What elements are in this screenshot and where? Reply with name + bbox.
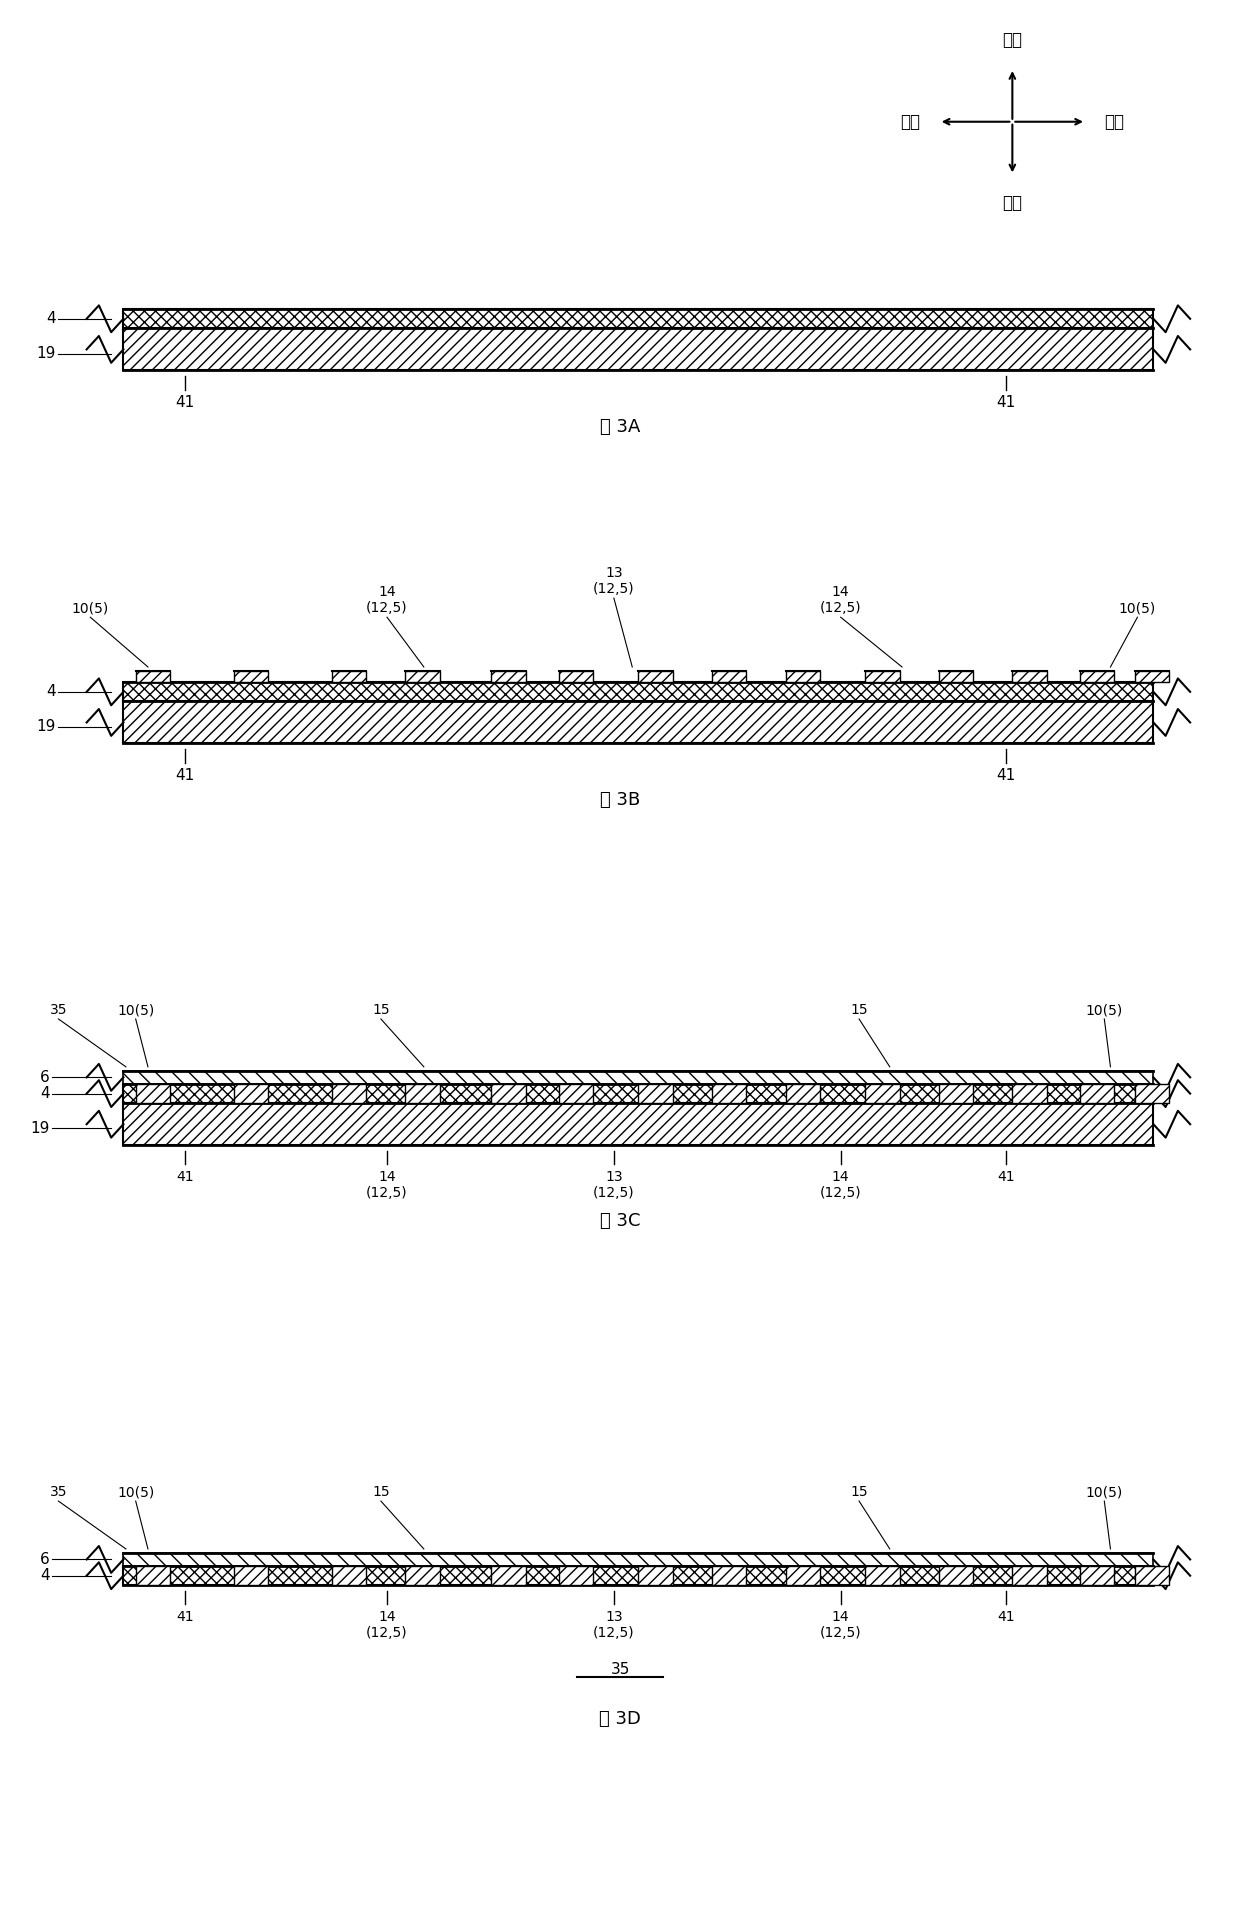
- Text: 14
(12,5): 14 (12,5): [820, 586, 862, 615]
- Text: 图 3D: 图 3D: [599, 1709, 641, 1729]
- Bar: [332, 671, 366, 682]
- Bar: [124, 1553, 1153, 1567]
- Text: 13
(12,5): 13 (12,5): [593, 1170, 635, 1201]
- Bar: [124, 682, 1153, 701]
- Text: 41: 41: [997, 1170, 1016, 1183]
- Text: 4: 4: [40, 1087, 50, 1100]
- Text: 41: 41: [176, 1611, 193, 1624]
- Text: 41: 41: [997, 1611, 1016, 1624]
- Text: 41: 41: [997, 395, 1016, 410]
- Bar: [639, 1567, 673, 1586]
- Bar: [712, 1567, 746, 1586]
- Text: 10(5): 10(5): [72, 601, 109, 615]
- Text: 下侧: 下侧: [1002, 195, 1022, 212]
- Text: 41: 41: [175, 769, 195, 784]
- Bar: [639, 1085, 673, 1102]
- Bar: [785, 1567, 820, 1586]
- Bar: [785, 671, 820, 682]
- Bar: [135, 1567, 170, 1586]
- Bar: [785, 1085, 820, 1102]
- Text: 13
(12,5): 13 (12,5): [593, 1611, 635, 1640]
- Bar: [712, 671, 746, 682]
- Bar: [234, 1567, 268, 1586]
- Text: 19: 19: [37, 719, 56, 734]
- Bar: [866, 671, 899, 682]
- Text: 15: 15: [851, 1004, 868, 1017]
- Bar: [405, 671, 440, 682]
- Text: 13
(12,5): 13 (12,5): [593, 567, 635, 595]
- Bar: [332, 1085, 366, 1102]
- Bar: [559, 1567, 593, 1586]
- Bar: [1080, 1567, 1114, 1586]
- Text: 右侧: 右侧: [1105, 114, 1125, 131]
- Text: 10(5): 10(5): [117, 1486, 154, 1499]
- Text: 35: 35: [50, 1486, 67, 1499]
- Bar: [939, 1085, 973, 1102]
- Text: 10(5): 10(5): [1086, 1004, 1123, 1017]
- Bar: [939, 671, 973, 682]
- Text: 4: 4: [40, 1569, 50, 1584]
- Bar: [559, 671, 593, 682]
- Bar: [559, 1085, 593, 1102]
- Bar: [1012, 671, 1047, 682]
- Bar: [124, 1567, 1153, 1586]
- Bar: [1135, 1567, 1169, 1586]
- Bar: [866, 1567, 899, 1586]
- Bar: [135, 671, 170, 682]
- Bar: [1012, 1567, 1047, 1586]
- Bar: [939, 1567, 973, 1586]
- Text: 14
(12,5): 14 (12,5): [366, 586, 408, 615]
- Text: 41: 41: [175, 395, 195, 410]
- Bar: [124, 1071, 1153, 1085]
- Text: 上侧: 上侧: [1002, 31, 1022, 48]
- Bar: [405, 1085, 440, 1102]
- Text: 41: 41: [176, 1170, 193, 1183]
- Bar: [639, 671, 673, 682]
- Bar: [124, 1085, 1153, 1102]
- Text: 10(5): 10(5): [1118, 601, 1156, 615]
- Text: 15: 15: [372, 1004, 389, 1017]
- Text: 19: 19: [37, 347, 56, 360]
- Bar: [332, 1567, 366, 1586]
- Bar: [124, 328, 1153, 370]
- Text: 图 3A: 图 3A: [600, 418, 640, 436]
- Bar: [124, 308, 1153, 328]
- Bar: [234, 671, 268, 682]
- Bar: [1135, 1085, 1169, 1102]
- Text: 6: 6: [40, 1069, 50, 1085]
- Bar: [405, 1567, 440, 1586]
- Bar: [491, 671, 526, 682]
- Bar: [124, 701, 1153, 744]
- Bar: [1135, 671, 1169, 682]
- Text: 6: 6: [40, 1551, 50, 1567]
- Text: 15: 15: [851, 1486, 868, 1499]
- Text: 10(5): 10(5): [117, 1004, 154, 1017]
- Text: 左侧: 左侧: [900, 114, 920, 131]
- Bar: [135, 1085, 170, 1102]
- Text: 35: 35: [50, 1004, 67, 1017]
- Text: 14
(12,5): 14 (12,5): [366, 1611, 408, 1640]
- Bar: [1080, 671, 1114, 682]
- Text: 图 3C: 图 3C: [600, 1212, 640, 1229]
- Text: 19: 19: [31, 1122, 50, 1135]
- Bar: [234, 1085, 268, 1102]
- Text: 4: 4: [46, 684, 56, 700]
- Bar: [1012, 1085, 1047, 1102]
- Bar: [491, 1085, 526, 1102]
- Text: 14
(12,5): 14 (12,5): [366, 1170, 408, 1201]
- Bar: [491, 1567, 526, 1586]
- Text: 14
(12,5): 14 (12,5): [820, 1611, 862, 1640]
- Text: 35: 35: [610, 1661, 630, 1676]
- Text: 15: 15: [372, 1486, 389, 1499]
- Bar: [1080, 1085, 1114, 1102]
- Text: 14
(12,5): 14 (12,5): [820, 1170, 862, 1201]
- Text: 10(5): 10(5): [1086, 1486, 1123, 1499]
- Bar: [124, 1102, 1153, 1145]
- Text: 41: 41: [997, 769, 1016, 784]
- Bar: [866, 1085, 899, 1102]
- Text: 4: 4: [46, 312, 56, 326]
- Text: 图 3B: 图 3B: [600, 792, 640, 809]
- Bar: [712, 1085, 746, 1102]
